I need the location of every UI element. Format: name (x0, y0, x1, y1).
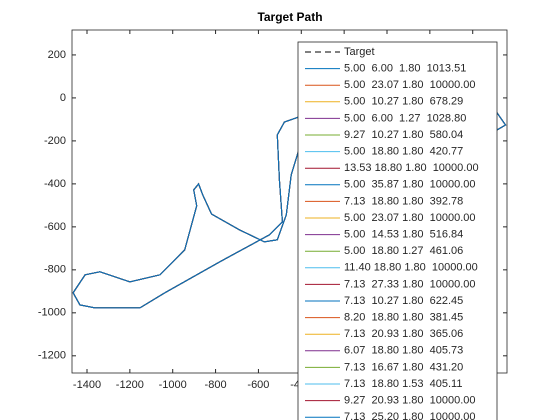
y-tick-label: 0 (60, 92, 66, 104)
x-tick-label: -1200 (116, 379, 144, 391)
legend-label: 5.00 6.00 1.27 1028.80 (344, 112, 466, 124)
legend-label: 7.13 18.80 1.80 392.78 (344, 195, 463, 207)
legend-label: 6.07 18.80 1.80 405.73 (344, 345, 463, 357)
y-tick-label: -400 (44, 178, 66, 190)
legend-label: 7.13 18.80 1.53 405.11 (344, 378, 462, 390)
y-tick-label: -1000 (38, 307, 66, 319)
y-tick-label: 200 (48, 49, 66, 61)
legend-label: 5.00 35.87 1.80 10000.00 (344, 179, 476, 191)
x-tick-label: -800 (205, 379, 227, 391)
x-tick-label: -600 (247, 379, 269, 391)
y-tick-label: -600 (44, 221, 66, 233)
legend-label: 7.13 20.93 1.80 365.06 (344, 328, 463, 340)
legend-label: 5.00 23.07 1.80 10000.00 (344, 79, 476, 91)
legend-label: 5.00 23.07 1.80 10000.00 (344, 212, 476, 224)
legend-label: 5.00 6.00 1.80 1013.51 (344, 63, 466, 75)
legend-label: 5.00 10.27 1.80 678.29 (344, 96, 463, 108)
legend-label: Target (344, 46, 375, 58)
legend-label: 11.40 18.80 1.80 10000.00 (344, 262, 478, 274)
legend-label: 7.13 10.27 1.80 622.45 (344, 295, 463, 307)
x-tick-label: -1000 (159, 379, 187, 391)
axes-box (71, 29, 508, 374)
legend-label: 7.13 27.33 1.80 10000.00 (344, 278, 476, 290)
legend-label: 5.00 14.53 1.80 516.84 (344, 229, 463, 241)
x-tick-label: -1400 (73, 379, 101, 391)
legend-label: 5.00 18.80 1.27 461.06 (344, 245, 463, 257)
legend-label: 8.20 18.80 1.80 381.45 (344, 312, 463, 324)
legend-label: 9.27 20.93 1.80 10000.00 (344, 395, 476, 407)
chart-title: Target Path (257, 10, 322, 24)
legend-label: 9.27 10.27 1.80 580.04 (344, 129, 463, 141)
y-tick-label: -800 (44, 264, 66, 276)
legend-label: 7.13 16.67 1.80 431.20 (344, 361, 463, 373)
legend-box (297, 41, 498, 420)
y-tick-label: -200 (44, 135, 66, 147)
legend-label: 7.13 25.20 1.80 10000.00 (344, 411, 476, 420)
y-tick-label: -1200 (38, 350, 66, 362)
legend-label: 13.53 18.80 1.80 10000.00 (344, 162, 479, 174)
legend-label: 5.00 18.80 1.80 420.77 (344, 146, 463, 158)
